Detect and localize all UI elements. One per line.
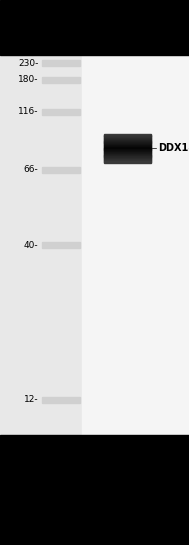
Bar: [104, 139, 151, 140]
Bar: [104, 136, 151, 137]
Bar: [42, 397, 80, 403]
Bar: [104, 154, 151, 155]
Bar: [42, 60, 80, 66]
Text: 12-: 12-: [24, 396, 39, 404]
Bar: [42, 167, 80, 173]
Text: 230-: 230-: [18, 58, 39, 68]
Bar: [104, 151, 151, 152]
Bar: [104, 144, 151, 146]
Bar: [104, 147, 151, 148]
Bar: [104, 154, 151, 155]
Bar: [104, 155, 151, 156]
Bar: [0, 55, 82, 435]
Bar: [104, 148, 151, 149]
Bar: [104, 137, 151, 138]
Bar: [42, 77, 80, 83]
Bar: [104, 152, 151, 153]
Bar: [42, 109, 80, 115]
Bar: [104, 138, 151, 140]
Text: DDX18: DDX18: [158, 143, 189, 153]
Bar: [104, 159, 151, 160]
Bar: [104, 149, 151, 150]
Bar: [104, 134, 151, 135]
Bar: [107, 55, 136, 435]
Bar: [104, 157, 151, 158]
Bar: [104, 156, 151, 157]
Bar: [104, 153, 151, 154]
Bar: [104, 160, 151, 161]
Bar: [0, 0, 189, 55]
Bar: [104, 144, 151, 145]
Bar: [104, 142, 151, 143]
Bar: [104, 161, 151, 162]
Bar: [104, 156, 151, 158]
Bar: [104, 137, 151, 138]
Bar: [104, 141, 151, 142]
Bar: [104, 145, 151, 147]
Bar: [104, 149, 151, 150]
Bar: [104, 158, 151, 159]
Bar: [104, 140, 151, 141]
Bar: [104, 146, 151, 147]
Bar: [104, 140, 151, 142]
Bar: [104, 161, 151, 162]
Bar: [42, 242, 80, 248]
Bar: [82, 55, 107, 435]
Bar: [104, 135, 151, 137]
Text: 116-: 116-: [18, 107, 39, 117]
Bar: [104, 143, 151, 144]
Bar: [104, 147, 151, 148]
Bar: [104, 142, 151, 143]
Bar: [104, 152, 151, 153]
Bar: [104, 159, 151, 160]
Text: 180-: 180-: [18, 76, 39, 84]
Bar: [0, 435, 189, 545]
Bar: [104, 150, 151, 152]
Bar: [104, 135, 151, 136]
Text: 40-: 40-: [24, 240, 39, 250]
Bar: [136, 55, 189, 435]
Text: 66-: 66-: [24, 166, 39, 174]
